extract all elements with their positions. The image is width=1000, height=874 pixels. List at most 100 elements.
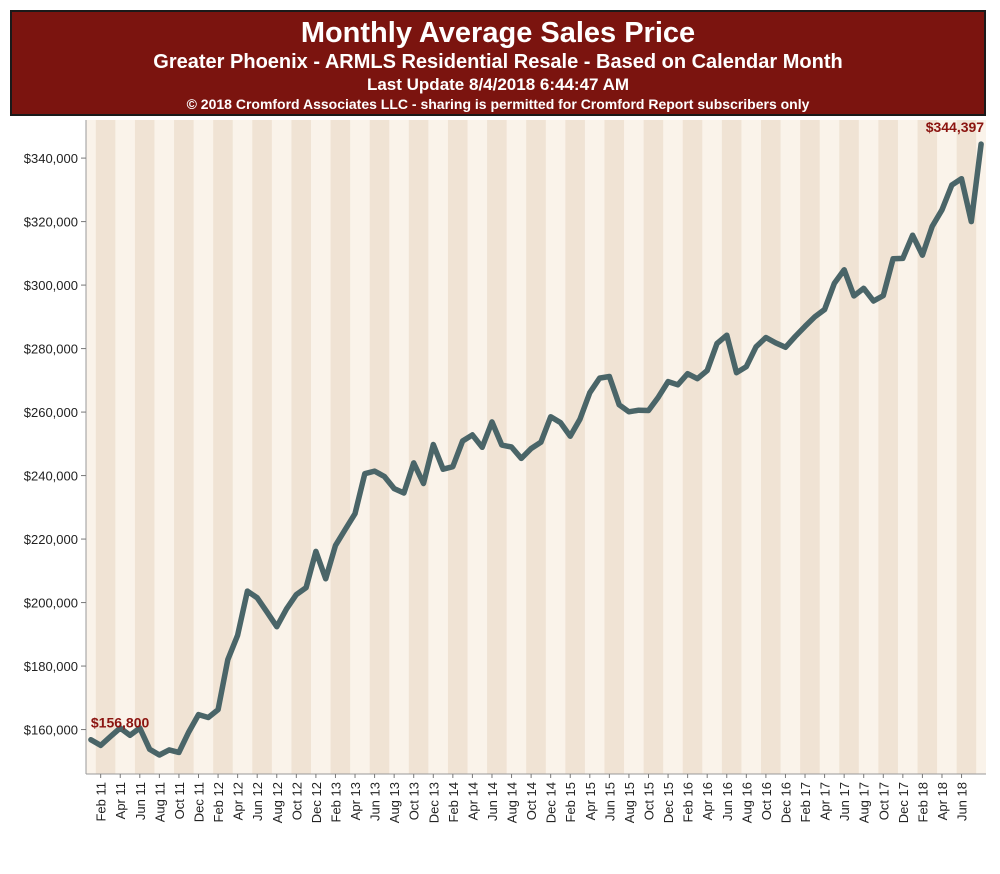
data-point <box>725 333 729 337</box>
x-tick-label: Aug 11 <box>152 782 167 822</box>
data-point <box>304 586 308 590</box>
data-point <box>138 726 142 730</box>
month-band <box>565 120 585 774</box>
data-point <box>539 440 543 444</box>
data-point <box>940 208 944 212</box>
x-tick-label: Aug 14 <box>505 782 520 823</box>
series-group <box>88 141 984 758</box>
data-point <box>588 391 592 395</box>
data-point <box>510 445 514 449</box>
x-tick-label: Jun 18 <box>955 782 970 821</box>
data-point <box>285 607 289 611</box>
data-point <box>412 461 416 465</box>
data-point <box>392 487 396 491</box>
month-band <box>956 120 977 774</box>
data-point <box>578 417 582 421</box>
data-point <box>255 596 259 600</box>
data-point <box>598 376 602 380</box>
data-point <box>872 299 875 303</box>
x-tick-label: Oct 14 <box>524 782 539 820</box>
data-point <box>881 294 885 298</box>
month-band <box>721 120 742 774</box>
data-point <box>314 549 318 553</box>
data-point <box>529 447 533 451</box>
month-band <box>839 120 859 774</box>
month-band <box>761 120 781 774</box>
chart-header: Monthly Average Sales Price Greater Phoe… <box>10 10 986 116</box>
x-tick-label: Dec 16 <box>778 782 793 823</box>
data-point <box>363 472 367 476</box>
data-point <box>950 183 954 187</box>
month-band <box>878 120 898 774</box>
data-point <box>333 543 337 547</box>
data-point <box>715 342 719 346</box>
x-tick-label: Dec 15 <box>661 782 676 823</box>
x-tick-label: Feb 12 <box>211 782 226 822</box>
x-tick-label: Jun 16 <box>720 782 735 821</box>
data-point <box>500 443 504 447</box>
x-tick-label: Aug 15 <box>622 782 637 823</box>
data-point <box>177 750 181 754</box>
data-point <box>549 415 553 419</box>
y-tick-label: $260,000 <box>24 405 78 420</box>
x-tick-label: Dec 14 <box>544 782 559 823</box>
month-band <box>252 120 272 774</box>
last-update: Last Update 8/4/2018 6:44:47 AM <box>366 75 630 94</box>
data-point <box>647 408 650 412</box>
data-point <box>353 512 357 516</box>
y-tick-label: $300,000 <box>24 278 78 293</box>
month-band <box>369 120 390 774</box>
data-point <box>960 177 964 181</box>
data-point <box>666 380 670 384</box>
x-tick-label: Aug 17 <box>857 782 872 823</box>
data-point <box>774 341 778 345</box>
x-tick-label: Oct 12 <box>289 782 304 820</box>
y-tick-label: $200,000 <box>24 596 78 611</box>
x-tick-label: Feb 16 <box>681 782 696 822</box>
data-point <box>343 528 347 532</box>
x-tick-label: Apr 12 <box>231 782 246 820</box>
x-tick-label: Dec 11 <box>192 782 207 822</box>
data-point <box>842 268 846 272</box>
data-point <box>969 220 973 224</box>
month-band <box>330 120 351 774</box>
x-tick-label: Dec 13 <box>426 782 441 823</box>
data-point <box>431 442 435 446</box>
data-point <box>558 421 562 425</box>
month-band <box>134 120 155 774</box>
data-point <box>852 294 856 298</box>
data-point <box>265 610 269 614</box>
data-point <box>754 345 758 349</box>
data-point <box>226 658 230 662</box>
month-band <box>487 120 507 774</box>
data-point <box>930 224 934 228</box>
y-tick-label: $160,000 <box>24 723 78 738</box>
x-tick-label: Apr 14 <box>465 782 480 820</box>
month-band <box>213 120 233 774</box>
data-point <box>813 315 817 319</box>
month-band <box>604 120 625 774</box>
y-tick-label: $240,000 <box>24 469 78 484</box>
data-point <box>480 445 484 449</box>
data-point <box>823 308 827 312</box>
x-tick-label: Jun 14 <box>485 782 500 821</box>
data-point <box>324 577 328 581</box>
x-tick-label: Jun 13 <box>368 782 383 821</box>
x-tick-label: Jun 17 <box>837 782 852 821</box>
data-point <box>148 747 152 751</box>
x-tick-label: Aug 13 <box>387 782 402 823</box>
value-annotation: $156,800 <box>91 715 150 731</box>
x-tick-label: Jun 12 <box>250 782 265 821</box>
chart-title: Monthly Average Sales Price <box>300 17 696 49</box>
x-tick-label: Aug 16 <box>739 782 754 823</box>
data-point <box>627 410 631 414</box>
chart-subtitle: Greater Phoenix - ARMLS Residential Resa… <box>153 51 843 73</box>
x-tick-label: Dec 12 <box>309 782 324 823</box>
data-point <box>911 233 915 237</box>
copyright-notice: © 2018 Cromford Associates LLC - sharing… <box>186 96 810 112</box>
data-point <box>744 365 748 369</box>
data-point <box>89 738 93 742</box>
month-band <box>408 120 429 774</box>
data-point <box>373 469 377 473</box>
